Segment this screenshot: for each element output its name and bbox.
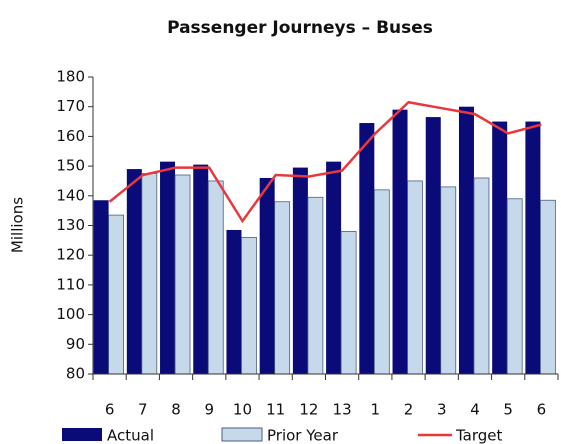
- x-tick-label: 8: [171, 401, 181, 419]
- y-tick-label: 80: [66, 365, 85, 383]
- bar: [226, 229, 242, 374]
- y-tick-label: 120: [56, 246, 85, 264]
- bar: [525, 121, 541, 374]
- y-tick-label: 140: [56, 186, 85, 204]
- x-tick-label: 1: [371, 401, 381, 419]
- y-axis-label: Millions: [9, 197, 27, 253]
- x-tick-label: 2: [404, 401, 414, 419]
- bar: [425, 117, 441, 374]
- bar: [193, 164, 209, 374]
- bar: [539, 199, 556, 375]
- legend-label: Target: [455, 427, 503, 444]
- x-tick-label: 5: [503, 401, 513, 419]
- bar: [274, 201, 291, 375]
- bar: [160, 161, 176, 374]
- legend-swatch: [62, 428, 102, 441]
- x-tick-label: 11: [266, 401, 285, 419]
- legend-swatch: [221, 427, 263, 442]
- bar: [93, 200, 109, 374]
- bar: [241, 236, 257, 375]
- x-tick-label: 6: [105, 401, 115, 419]
- y-tick-label: 160: [56, 127, 85, 145]
- bar: [292, 167, 308, 374]
- y-tick-label: 150: [56, 157, 85, 175]
- x-tick-label: 7: [138, 401, 148, 419]
- bar: [440, 186, 457, 375]
- bar: [126, 169, 142, 374]
- x-tick-label: 12: [299, 401, 318, 419]
- legend-label: Actual: [107, 427, 154, 444]
- legend-label: Prior Year: [267, 427, 339, 444]
- x-tick-label: 9: [204, 401, 214, 419]
- bar: [141, 173, 158, 375]
- bar: [492, 121, 508, 374]
- bar: [359, 123, 375, 374]
- chart-title: Passenger Journeys – Buses: [167, 18, 433, 38]
- bar: [506, 198, 523, 375]
- bar: [392, 109, 408, 375]
- y-tick-label: 180: [56, 68, 85, 86]
- y-tick-label: 90: [66, 335, 85, 353]
- bar: [326, 161, 342, 374]
- y-tick-label: 100: [56, 305, 85, 323]
- bar: [373, 189, 390, 375]
- x-tick-label: 10: [233, 401, 252, 419]
- bar: [108, 214, 125, 375]
- y-tick-label: 130: [56, 216, 85, 234]
- bar: [307, 196, 324, 375]
- x-tick-label: 4: [470, 401, 480, 419]
- bar: [207, 180, 224, 375]
- bar: [458, 106, 474, 374]
- bar: [340, 231, 357, 375]
- bar: [259, 177, 275, 374]
- x-tick-label: 13: [333, 401, 352, 419]
- x-tick-label: 6: [537, 401, 547, 419]
- bar: [407, 180, 423, 375]
- x-tick-label: 3: [437, 401, 447, 419]
- y-tick-label: 110: [56, 275, 85, 293]
- bar: [473, 177, 490, 375]
- y-tick-label: 170: [56, 97, 85, 115]
- bar: [174, 174, 191, 375]
- line: [108, 100, 542, 224]
